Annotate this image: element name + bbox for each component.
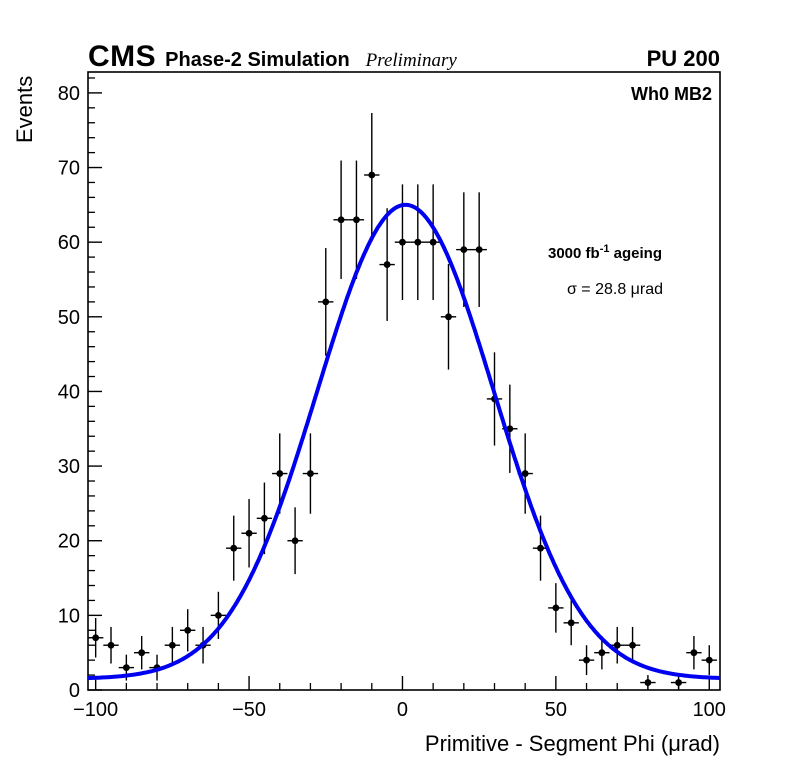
data-point: [184, 626, 192, 634]
data-point: [506, 425, 514, 433]
data-point: [414, 238, 422, 246]
data-point: [629, 641, 636, 649]
data-point: [644, 679, 652, 686]
data-point: [521, 470, 529, 477]
data-point: [230, 544, 238, 552]
data-point: [675, 679, 682, 686]
header-row: CMS Phase-2 Simulation Preliminary PU 20…: [88, 40, 720, 74]
chamber-label: Wh0 MB2: [631, 84, 712, 104]
data-point: [322, 298, 330, 306]
ageing-label: 3000 fb-1 ageing: [508, 243, 702, 262]
data-point: [399, 238, 406, 246]
sigma-label: σ = 28.8 μrad: [566, 281, 664, 298]
data-point: [552, 604, 560, 612]
x-tick-label: 100: [693, 699, 726, 721]
data-point: [429, 238, 437, 246]
data-point: [168, 641, 176, 649]
data-point: [705, 656, 713, 664]
data-point: [690, 649, 698, 657]
x-tick-label: −50: [232, 699, 266, 721]
y-tick-label: 10: [58, 605, 80, 627]
preliminary-label: Preliminary: [365, 50, 457, 71]
y-tick-label: 80: [58, 83, 80, 105]
data-point: [613, 641, 621, 649]
data-point: [92, 634, 100, 642]
data-point: [245, 529, 253, 537]
y-tick-label: 70: [58, 158, 80, 180]
y-axis-title: Events: [12, 75, 37, 143]
y-tick-label: 20: [58, 531, 80, 553]
data-point: [122, 664, 130, 672]
ageing-value: 3000 fb: [548, 245, 600, 262]
x-tick-label: 50: [545, 699, 567, 721]
pileup-label: PU 200: [646, 46, 720, 71]
y-tick-label: 0: [69, 680, 80, 702]
simulation-label: Phase-2 Simulation: [165, 49, 350, 71]
x-tick-label: −100: [73, 699, 118, 721]
data-point: [383, 261, 391, 268]
data-point: [107, 641, 115, 649]
data-point: [445, 313, 452, 321]
x-tick-label: 0: [397, 699, 408, 721]
data-point: [337, 216, 345, 224]
data-point: [567, 619, 575, 627]
data-point: [138, 649, 146, 657]
data-point: [214, 611, 222, 619]
data-point: [583, 656, 590, 664]
experiment-label: CMS: [88, 40, 157, 73]
data-point: [307, 470, 314, 477]
data-point: [537, 544, 544, 552]
plot-frame: [87, 71, 721, 691]
x-axis-title: Primitive - Segment Phi (μrad): [424, 731, 720, 756]
data-point: [353, 216, 360, 224]
data-point: [598, 649, 606, 657]
data-point: [261, 514, 268, 522]
data-point: [475, 246, 483, 254]
y-tick-label: 30: [58, 456, 80, 478]
fit-curve: [87, 202, 721, 681]
ageing-suffix: ageing: [609, 245, 662, 262]
y-tick-label: 50: [58, 307, 80, 329]
ageing-exponent: -1: [599, 243, 610, 255]
data-point: [460, 246, 468, 254]
data-point: [368, 171, 376, 179]
data-point: [291, 537, 299, 545]
data-point: [276, 470, 284, 477]
y-tick-label: 40: [58, 381, 80, 403]
y-tick-label: 60: [58, 232, 80, 254]
